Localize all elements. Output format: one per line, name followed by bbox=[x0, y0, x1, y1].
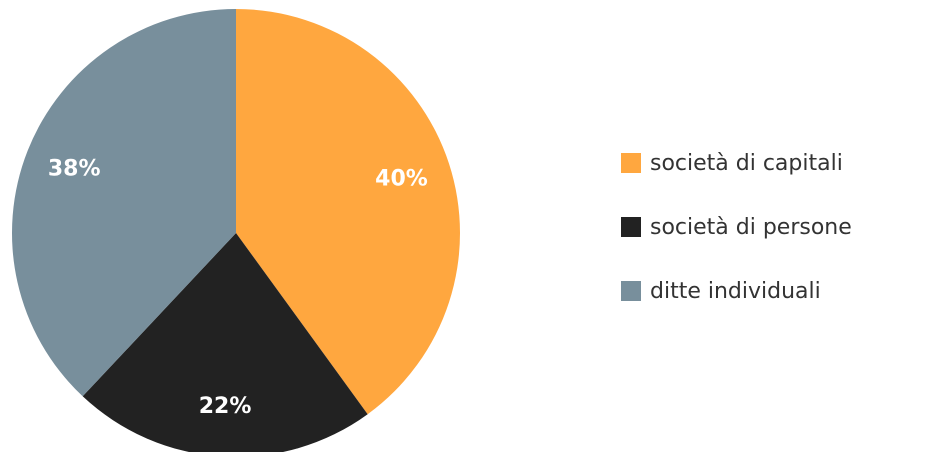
legend-label: ditte individuali bbox=[650, 278, 821, 304]
chart-legend: società di capitali società di persone d… bbox=[621, 150, 852, 342]
pie-slices bbox=[11, 9, 460, 452]
legend-item-societa-di-persone: società di persone bbox=[621, 214, 852, 240]
legend-swatch bbox=[621, 153, 641, 173]
legend-swatch bbox=[621, 281, 641, 301]
legend-label: società di capitali bbox=[650, 150, 843, 176]
legend-item-ditte-individuali: ditte individuali bbox=[621, 278, 852, 304]
pie-slice-societa-di-persone bbox=[82, 233, 368, 452]
pie-slice-societa-di-capitali bbox=[236, 9, 460, 415]
slice-label-ditte-individuali: 38% bbox=[48, 156, 101, 181]
slice-label-societa-di-persone: 22% bbox=[199, 394, 252, 419]
legend-label: società di persone bbox=[650, 214, 852, 240]
slice-label-societa-di-capitali: 40% bbox=[375, 167, 428, 192]
pie-slice-labels: 40% 22% 38% bbox=[48, 156, 428, 419]
legend-swatch bbox=[621, 217, 641, 237]
pie-slice-ditte-individuali bbox=[11, 9, 237, 397]
legend-item-societa-di-capitali: società di capitali bbox=[621, 150, 852, 176]
